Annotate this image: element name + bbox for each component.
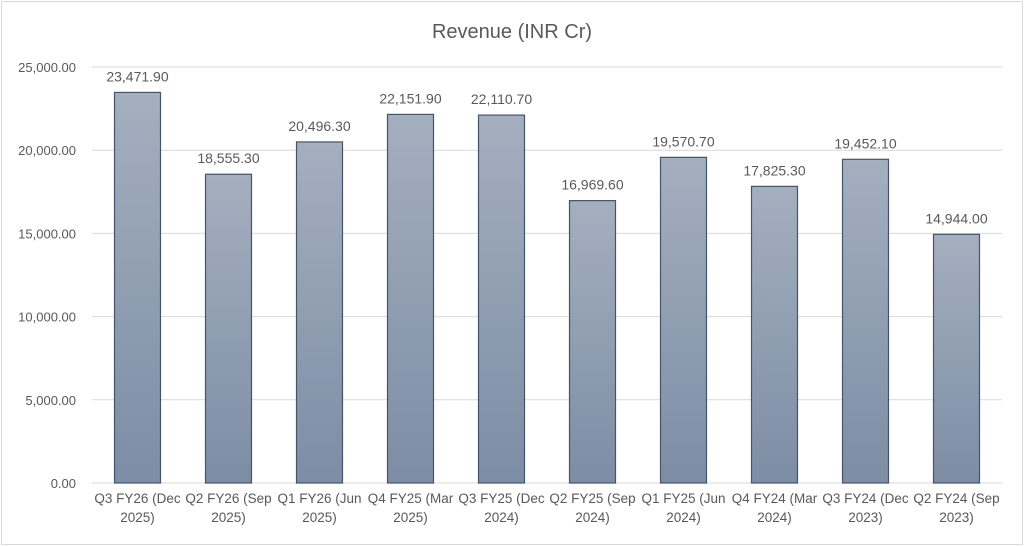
x-tick-label: Q2 FY25 (Sep: [549, 491, 635, 506]
y-tick-label: 25,000.00: [18, 60, 76, 75]
x-tick-label: Q1 FY25 (Jun: [641, 491, 725, 506]
x-tick-label: Q1 FY26 (Jun: [277, 491, 361, 506]
x-tick-label: Q4 FY25 (Mar: [368, 491, 454, 506]
bar: [568, 200, 617, 484]
x-tick-label: 2025): [302, 510, 337, 525]
y-tick-label: 15,000.00: [18, 226, 76, 241]
bar: [386, 113, 435, 484]
bar: [750, 185, 799, 484]
data-label: 20,496.30: [288, 118, 350, 134]
data-label: 22,110.70: [471, 91, 532, 107]
x-tick-label: Q3 FY24 (Dec: [822, 491, 909, 506]
x-tick-label: 2023): [939, 510, 974, 525]
y-tick-label: 10,000.00: [18, 310, 76, 325]
bar: [477, 114, 526, 484]
x-tick-label: 2025): [211, 510, 246, 525]
bar: [659, 156, 708, 484]
bar: [932, 233, 981, 484]
x-tick-label: Q2 FY26 (Sep: [185, 491, 271, 506]
x-tick-label: 2025): [393, 510, 428, 525]
x-tick-label: 2024): [575, 510, 610, 525]
x-tick-label: Q3 FY25 (Dec: [458, 491, 545, 506]
y-tick-label: 20,000.00: [18, 143, 76, 158]
data-label: 22,151.90: [379, 90, 441, 106]
data-label: 23,471.90: [106, 68, 168, 84]
x-tick-label: 2024): [757, 510, 792, 525]
data-label: 18,555.30: [197, 150, 259, 166]
x-tick-label: Q2 FY24 (Sep: [913, 491, 999, 506]
data-label: 19,452.10: [834, 135, 896, 151]
bar: [295, 141, 344, 484]
x-tick-label: Q4 FY24 (Mar: [732, 491, 818, 506]
data-label: 16,969.60: [561, 177, 623, 193]
data-label: 17,825.30: [743, 162, 805, 178]
data-label: 14,944.00: [925, 210, 987, 226]
bar: [113, 91, 162, 484]
chart-title: Revenue (INR Cr): [432, 21, 592, 43]
y-tick-label: 5,000.00: [25, 393, 76, 408]
x-tick-label: Q3 FY26 (Dec: [94, 491, 181, 506]
y-tick-label: 0.00: [51, 476, 76, 491]
bar: [841, 158, 890, 484]
x-tick-label: 2024): [666, 510, 701, 525]
bar: [204, 173, 253, 484]
x-tick-label: 2024): [484, 510, 519, 525]
x-tick-label: 2023): [848, 510, 883, 525]
x-tick-label: 2025): [120, 510, 155, 525]
data-label: 19,570.70: [652, 133, 714, 149]
